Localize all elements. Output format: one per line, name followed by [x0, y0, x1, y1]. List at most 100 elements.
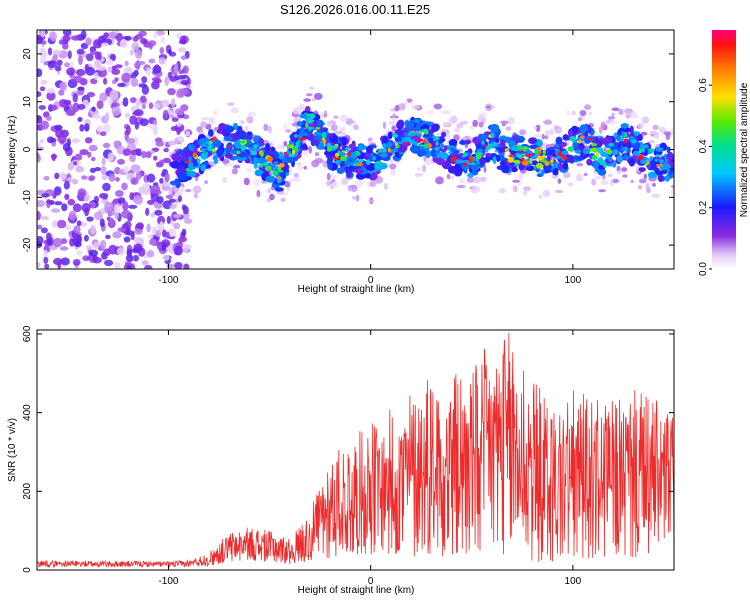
ridge-blob	[170, 161, 180, 169]
ridge-core	[394, 134, 399, 138]
ridge-blob	[265, 175, 276, 183]
ridge-core	[525, 153, 532, 157]
ridge-core	[273, 161, 279, 165]
noise-blob	[148, 238, 157, 246]
noise-blob	[73, 161, 78, 166]
ridge-blob	[428, 138, 434, 145]
halo-blob	[584, 104, 592, 111]
noise-blob	[79, 149, 89, 156]
noise-blob	[53, 257, 63, 266]
halo-blob	[303, 165, 307, 170]
halo-blob	[605, 119, 610, 125]
ridge-core	[542, 150, 546, 154]
halo-blob	[533, 134, 542, 138]
noise-blob	[71, 138, 80, 144]
ridge-blob	[341, 136, 347, 146]
halo-blob	[391, 125, 397, 132]
ridge-blob	[448, 139, 458, 146]
ridge-core	[534, 148, 539, 154]
ridge-core	[561, 155, 568, 160]
halo-blob	[411, 104, 421, 110]
ridge-core	[228, 145, 233, 148]
noise-blob	[73, 75, 84, 84]
noise-blob	[78, 55, 83, 66]
noise-blob	[183, 263, 190, 269]
noise-blob	[158, 57, 166, 65]
noise-blob	[129, 97, 137, 103]
noise-blob	[93, 59, 102, 68]
ridge-blob	[479, 156, 487, 165]
noise-blob	[154, 209, 163, 216]
ridge-blob	[540, 169, 545, 176]
ridge-blob	[264, 143, 271, 152]
noise-blob	[122, 148, 131, 156]
noise-blob	[146, 250, 155, 258]
noise-blob	[140, 95, 147, 103]
ridge-core	[591, 155, 598, 161]
noise-blob	[141, 150, 147, 159]
colorbar-tick-label: 0.0	[698, 262, 709, 276]
noise-blob	[54, 65, 62, 72]
heatmap-y-tick-label: 20	[22, 48, 33, 60]
halo-blob	[340, 131, 347, 137]
noise-blob	[150, 212, 156, 218]
noise-blob	[37, 146, 45, 151]
ridge-blob	[208, 129, 214, 137]
halo-blob	[285, 129, 292, 133]
noise-blob	[134, 121, 139, 130]
halo-blob	[388, 120, 396, 126]
ridge-core	[331, 145, 338, 150]
ridge-core	[492, 141, 498, 147]
noise-blob	[154, 64, 160, 71]
noise-blob	[153, 103, 161, 109]
noise-blob	[181, 228, 187, 237]
ridge-blob	[396, 121, 404, 130]
ridge-core	[387, 147, 391, 153]
ridge-blob	[192, 160, 197, 167]
noise-blob	[40, 227, 48, 234]
ridge-core	[608, 142, 614, 147]
halo-blob	[433, 103, 443, 110]
noise-blob	[47, 47, 53, 56]
noise-blob	[64, 193, 70, 200]
snr-x-ticks: -100 0 100	[158, 330, 582, 587]
ridge-blob	[542, 168, 552, 174]
noise-blob	[56, 59, 63, 66]
halo-blob	[303, 98, 312, 102]
noise-blob	[108, 173, 116, 182]
halo-blob	[649, 130, 655, 135]
ridge-core	[387, 142, 393, 148]
ridge-core	[248, 147, 254, 151]
ridge-core	[623, 138, 629, 143]
noise-blob	[100, 165, 107, 176]
noise-blob	[71, 35, 81, 41]
ridge-blob	[184, 150, 195, 157]
noise-blob	[114, 77, 119, 82]
ridge-blob	[336, 167, 345, 174]
halo-blob	[280, 197, 286, 203]
halo-blob	[609, 120, 618, 126]
ridge-blob	[562, 134, 569, 141]
noise-blob	[148, 42, 153, 50]
noise-blob	[45, 115, 52, 121]
ridge-blob	[617, 154, 623, 163]
halo-blob	[490, 105, 496, 109]
noise-blob	[107, 152, 114, 162]
halo-blob	[213, 109, 218, 116]
ridge-blob	[467, 172, 474, 178]
ridge-core	[307, 126, 313, 130]
ridge-blob	[366, 145, 373, 154]
noise-blob	[43, 176, 50, 181]
noise-blob	[37, 36, 43, 45]
noise-blob	[37, 236, 44, 245]
ridge-core	[468, 158, 473, 164]
noise-blob	[171, 117, 179, 123]
halo-blob	[629, 111, 638, 119]
halo-blob	[648, 139, 655, 144]
ridge-core	[423, 128, 429, 135]
halo-blob	[557, 178, 562, 184]
ridge-core	[664, 163, 671, 170]
ridge-blob	[224, 125, 234, 133]
noise-blob	[111, 68, 121, 75]
ridge-core	[413, 141, 418, 146]
